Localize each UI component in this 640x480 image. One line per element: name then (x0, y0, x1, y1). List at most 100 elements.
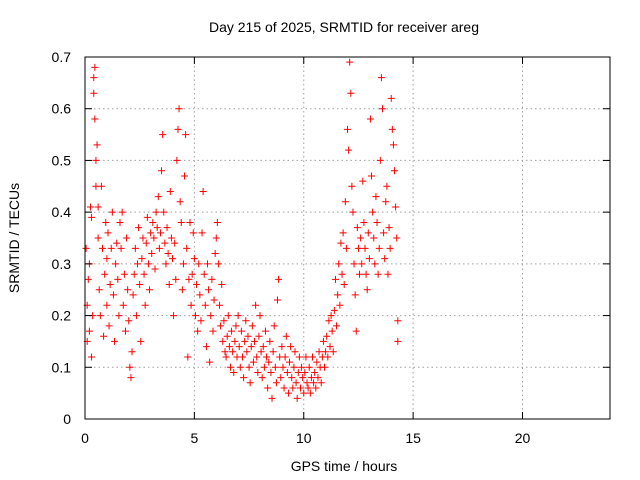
data-point (91, 63, 99, 71)
data-point (93, 141, 101, 149)
data-point (366, 115, 374, 123)
data-point (170, 312, 178, 320)
data-point (209, 327, 217, 335)
data-point (134, 260, 141, 268)
data-point (295, 353, 303, 361)
data-point (325, 317, 333, 325)
data-point (358, 260, 366, 268)
data-point (84, 275, 92, 283)
data-point (237, 327, 245, 335)
data-point (326, 343, 334, 351)
data-point (264, 384, 272, 392)
data-point (374, 270, 382, 278)
data-point (118, 208, 126, 216)
data-point (100, 332, 108, 340)
data-point (189, 229, 197, 237)
data-point (129, 291, 137, 299)
data-point (162, 260, 170, 268)
data-point (103, 255, 111, 263)
data-point (351, 291, 359, 299)
data-point (361, 244, 369, 252)
data-point (329, 348, 337, 356)
data-point (90, 89, 98, 97)
data-point (372, 193, 380, 201)
data-point (179, 260, 187, 268)
data-point (127, 374, 135, 382)
data-point (289, 384, 297, 392)
data-point (348, 182, 356, 190)
data-point (143, 213, 151, 221)
data-point (115, 312, 123, 320)
data-point (375, 244, 383, 252)
data-point (226, 363, 234, 371)
data-point (217, 322, 225, 330)
data-point (357, 234, 365, 242)
data-point (271, 363, 279, 371)
data-point (88, 213, 96, 221)
data-point (317, 379, 325, 387)
data-point (322, 348, 330, 356)
data-point (153, 224, 161, 232)
data-point (190, 255, 198, 263)
data-point (216, 301, 224, 309)
y-tick-label: 0.1 (52, 359, 72, 375)
data-point (324, 353, 332, 361)
data-point (138, 255, 146, 263)
data-point (185, 275, 193, 283)
data-point (280, 384, 288, 392)
data-point (266, 337, 274, 345)
data-point (224, 312, 232, 320)
data-point (246, 379, 254, 387)
data-point (281, 353, 289, 361)
data-point (286, 358, 294, 366)
data-point (263, 353, 271, 361)
y-tick-label: 0.2 (52, 308, 72, 324)
data-point (202, 343, 210, 351)
data-point (166, 187, 174, 195)
data-point (365, 255, 373, 263)
data-point (334, 291, 342, 299)
data-point (96, 312, 104, 320)
data-point (293, 394, 301, 402)
data-point (394, 317, 402, 325)
data-point (312, 384, 320, 392)
data-point (119, 301, 127, 309)
data-point (163, 224, 171, 232)
data-point (252, 301, 260, 309)
data-point (305, 363, 313, 371)
data-point (135, 224, 143, 232)
data-point (319, 337, 327, 345)
data-point (123, 234, 131, 242)
data-point (109, 291, 117, 299)
y-axis-label: SRMTID / TECUs (6, 183, 22, 293)
data-point (279, 363, 287, 371)
data-point (307, 374, 315, 382)
x-tick-label: 0 (81, 430, 89, 446)
data-point (94, 234, 102, 242)
data-point (182, 131, 190, 139)
data-point (91, 115, 99, 123)
data-point (82, 244, 90, 252)
data-point (278, 343, 286, 351)
data-point (339, 229, 347, 237)
data-point (385, 224, 393, 232)
data-point (198, 229, 206, 237)
data-point (304, 384, 312, 392)
data-point (177, 218, 185, 226)
data-point (321, 363, 329, 371)
data-point (301, 368, 309, 376)
data-point (99, 244, 106, 252)
data-point (230, 368, 238, 376)
data-point (354, 244, 362, 252)
data-point (195, 260, 203, 268)
data-point (213, 218, 221, 226)
data-point (393, 234, 401, 242)
y-tick-label: 0.3 (52, 256, 72, 272)
data-point (178, 286, 186, 294)
data-point (106, 281, 114, 289)
data-point (282, 332, 290, 340)
data-point (259, 343, 267, 351)
data-point (154, 193, 162, 201)
data-point (287, 343, 295, 351)
data-point (146, 286, 154, 294)
